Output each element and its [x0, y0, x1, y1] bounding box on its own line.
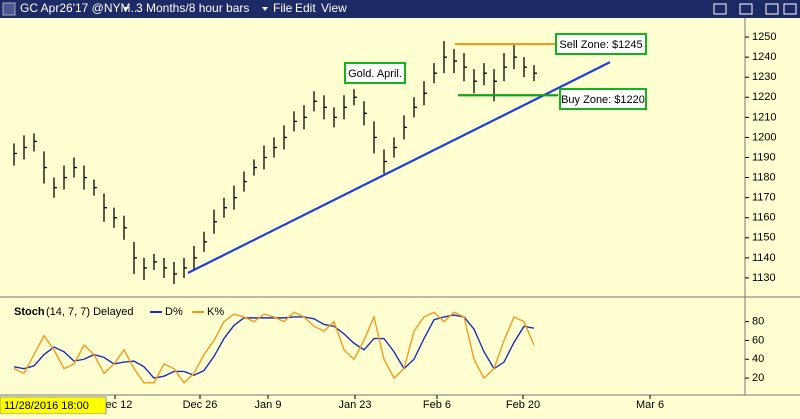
y-tick-label: 1160 [752, 212, 776, 224]
x-tick-label: Dec 26 [183, 399, 218, 411]
x-tick-label: Jan 9 [255, 399, 282, 411]
y-tick-label: 1150 [752, 232, 776, 244]
dropdown-arrow[interactable] [262, 7, 268, 11]
title-bar-bg [0, 0, 800, 18]
x-tick-label: Mar 6 [636, 399, 664, 411]
stoch-line [13, 311, 535, 384]
interval[interactable]: 3 Months/8 hour bars [136, 1, 249, 15]
y-tick-label: 1250 [752, 31, 776, 43]
y-tick-label: 40 [752, 353, 764, 365]
window-button[interactable] [713, 3, 727, 15]
annotation-text: Sell Zone: $1245 [559, 39, 642, 51]
annotation-text: Gold. April. [348, 68, 402, 80]
app-icon[interactable] [2, 2, 16, 16]
y-tick-label: 1140 [752, 252, 776, 264]
legend-label: K% [207, 306, 224, 318]
y-tick-label: 1210 [752, 111, 776, 123]
x-tick-label: Feb 20 [506, 399, 540, 411]
y-tick-label: 1190 [752, 151, 776, 163]
y-tick-label: 1240 [752, 51, 776, 63]
y-tick-label: 1230 [752, 71, 776, 83]
trend-line [187, 61, 611, 274]
y-tick-label: 20 [752, 372, 764, 384]
cursor-label: 11/28/2016 18:00 [4, 400, 89, 412]
menu-item[interactable]: Edit [295, 1, 316, 15]
menu-item[interactable]: File [273, 1, 293, 15]
y-tick-label: 1180 [752, 171, 776, 183]
symbol[interactable]: GC Apr26'17 @NYM... [20, 1, 141, 15]
stoch-params: (14, 7, 7) Delayed [46, 306, 133, 318]
y-tick-label: 1220 [752, 91, 776, 103]
annotation-box [344, 62, 406, 84]
legend: D% K% [150, 306, 224, 318]
title-bar: GC Apr26'17 @NYM... 3 Months/8 hour bars… [0, 0, 800, 18]
window-button[interactable] [739, 3, 753, 15]
legend-label: D% [165, 306, 183, 318]
annotation-text: Buy Zone: $1220 [561, 94, 645, 106]
y-tick-label: 1200 [752, 131, 776, 143]
window-button[interactable] [765, 3, 779, 15]
stoch-line [13, 314, 535, 379]
x-tick-label: Jan 23 [338, 399, 371, 411]
y-tick-label: 1170 [752, 192, 776, 204]
annotation-box [555, 33, 647, 55]
menu-item[interactable]: View [321, 1, 347, 15]
annotation-box [559, 88, 647, 110]
x-tick-label: Feb 6 [423, 399, 451, 411]
y-tick-label: 80 [752, 316, 764, 328]
window-button[interactable] [783, 3, 797, 15]
stoch-title: Stoch [14, 306, 45, 318]
dropdown-arrow[interactable] [123, 7, 129, 11]
y-tick-label: 1130 [752, 272, 776, 284]
y-tick-label: 60 [752, 334, 764, 346]
